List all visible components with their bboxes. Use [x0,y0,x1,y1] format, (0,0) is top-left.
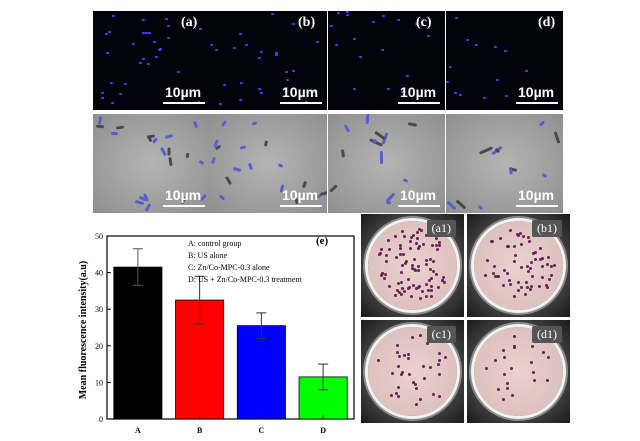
agar-dish [368,221,457,310]
plate-label-c1: (c1) [426,326,456,343]
y-tick-label: 10 [95,378,103,387]
panel-label-a: (a) [181,15,198,30]
panel-label-e: (e) [316,235,329,247]
bar-a [113,266,163,420]
x-tick-label-c: C [258,426,264,435]
fluorescence-panel-b: (b) 10µm [210,11,327,110]
bar-chart: Mean fluorescence intensity(a.u) 0 10 20 30… [78,232,355,435]
fluorescence-panel-c: (c) 10µm [328,11,445,110]
petri-plate-a1: (a1) [361,214,464,317]
brightfield-panel-b: 10µm [210,114,327,213]
y-tick-label: 50 [95,232,103,241]
legend-entry-d: D: US + Zn/Co-MPC-0.3 treatment [188,275,302,284]
y-axis-title: Mean fluorescence intensity(a.u) [78,261,89,399]
scale-bar [163,102,205,104]
scale-label: 10µm [165,187,202,203]
y-tick-label: 20 [95,342,103,351]
petri-plate-c1: (c1) [361,320,464,423]
scale-label: 10µm [518,187,555,203]
y-tick-label: 0 [99,415,103,424]
scale-bar [163,205,205,207]
panel-label-b: (b) [298,15,316,30]
plate-label-b1: (b1) [532,220,562,237]
scale-bar [398,205,440,207]
scale-label: 10µm [282,84,319,100]
brightfield-panel-d: 10µm [446,114,563,213]
plate-label-d1: (d1) [532,326,562,343]
fluorescence-panel-a: (a) 10µm [93,11,210,110]
error-bar-d [318,363,329,391]
bar-c [236,325,286,420]
scale-bar [280,102,322,104]
brightfield-panel-c: 10µm [328,114,445,213]
scale-label: 10µm [400,187,437,203]
scale-bar [398,102,440,104]
panel-label-d: (d) [538,15,556,30]
y-tick-label: 40 [95,269,103,278]
error-bar-a [132,248,143,286]
legend-entry-a: A: control group [188,239,241,248]
scale-label: 10µm [282,187,319,203]
scale-label: 10µm [165,84,202,100]
legend-entry-c: C: Zn/Co-MPC-0.3 alone [188,263,270,272]
legend-entry-b: B: US alone [188,251,228,260]
fluorescence-panel-d: (d) 10µm [446,11,563,110]
scale-label: 10µm [400,84,437,100]
panel-label-c: (c) [416,15,432,30]
scale-bar [516,102,558,104]
scale-label: 10µm [518,84,555,100]
plate-label-a1: (a1) [426,220,456,237]
x-tick-label-a: A [135,426,141,435]
plot-frame [106,235,355,420]
error-bar-b [194,275,205,325]
brightfield-panel-a: 10µm [93,114,210,213]
petri-plate-d1: (d1) [467,320,570,423]
error-bar-c [256,312,267,339]
x-tick-label-d: D [320,426,326,435]
scale-bar [516,205,558,207]
scale-bar [280,205,322,207]
x-tick-label-b: B [197,426,203,435]
petri-plate-b1: (b1) [467,214,570,317]
y-tick-label: 30 [95,305,103,314]
